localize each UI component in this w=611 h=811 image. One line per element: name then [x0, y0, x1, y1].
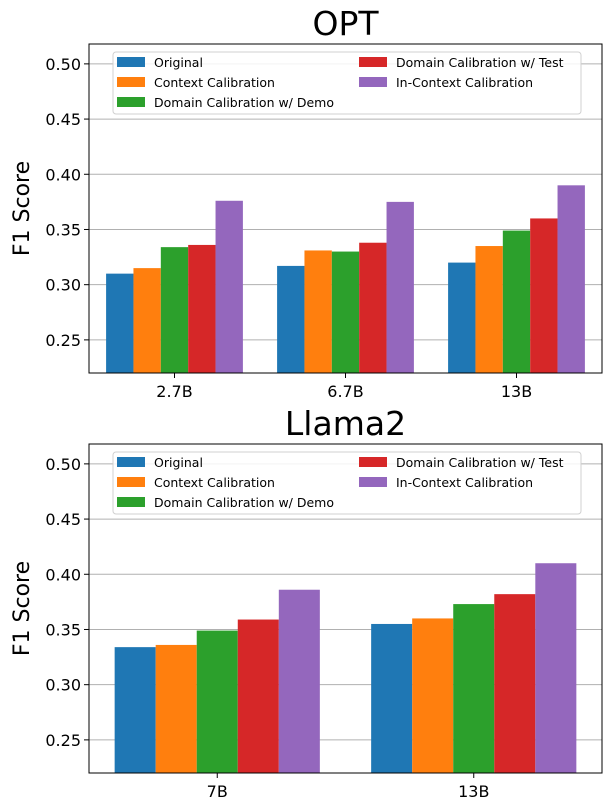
- bar: [530, 218, 558, 373]
- bar: [155, 644, 197, 773]
- legend-item: Domain Calibration w/ Demo: [117, 95, 334, 110]
- legend-label: Domain Calibration w/ Demo: [154, 495, 334, 510]
- legend-label: Domain Calibration w/ Test: [396, 55, 564, 70]
- legend-label: Original: [154, 55, 203, 70]
- plot-frame: [88, 43, 603, 374]
- bar: [386, 201, 414, 373]
- chart-opt: 0.25 0.30 0.35 0.40 0.45 0.50 2.7B 6.7B 13B OPT F1…: [10, 4, 603, 401]
- plot-frame: [88, 443, 603, 774]
- legend-swatch: [117, 77, 145, 87]
- legend-item: Domain Calibration w/ Test: [359, 55, 564, 70]
- x-tick-label: 13B: [458, 782, 489, 801]
- legend-swatch: [117, 97, 145, 107]
- x-tick-label: 7B: [207, 782, 228, 801]
- y-tick-label: 0.40: [45, 565, 81, 584]
- chart-llama2: 0.25 0.30 0.35 0.40 0.45 0.50 7B 13B Llama2 F1 Sc…: [10, 404, 603, 801]
- bar: [535, 563, 577, 773]
- bar: [502, 230, 531, 373]
- y-tick-label: 0.45: [45, 510, 81, 529]
- y-tick-label: 0.25: [45, 331, 81, 350]
- bar: [475, 246, 503, 373]
- y-tick-label: 0.50: [45, 455, 81, 474]
- legend-item: In-Context Calibration: [359, 75, 533, 90]
- bar: [557, 185, 585, 373]
- legend-item: Domain Calibration w/ Test: [359, 455, 564, 470]
- legend-label: In-Context Calibration: [396, 475, 533, 490]
- legend-swatch: [117, 457, 145, 467]
- x-tick-label: 13B: [501, 382, 532, 401]
- legend-box: [112, 51, 582, 115]
- bar: [160, 247, 189, 373]
- legend-box: [112, 451, 582, 515]
- bar: [494, 594, 536, 773]
- bar: [133, 268, 161, 373]
- legend-item: Context Calibration: [117, 75, 275, 90]
- bar: [412, 618, 454, 773]
- y-tick-label: 0.30: [45, 676, 81, 695]
- legend: Original Context Calibration Domain Calibr…: [112, 51, 582, 115]
- y-axis-label: F1 Score: [10, 561, 35, 656]
- y-tick-label: 0.45: [45, 110, 81, 129]
- legend-item: Original: [117, 55, 203, 70]
- bar: [277, 265, 305, 373]
- legend-item: In-Context Calibration: [359, 475, 533, 490]
- legend: Original Context Calibration Domain Calibr…: [112, 451, 582, 515]
- chart-title: OPT: [312, 4, 379, 43]
- bar: [188, 244, 216, 373]
- legend-label: Context Calibration: [154, 75, 275, 90]
- bar: [278, 589, 320, 773]
- bar: [114, 647, 156, 773]
- bar: [359, 242, 387, 373]
- legend-swatch: [359, 477, 387, 487]
- legend-swatch: [117, 497, 145, 507]
- legend-label: Context Calibration: [154, 475, 275, 490]
- legend-label: In-Context Calibration: [396, 75, 533, 90]
- bar: [453, 604, 495, 773]
- legend-swatch: [117, 477, 145, 487]
- legend-swatch: [117, 57, 145, 67]
- legend-label: Domain Calibration w/ Test: [396, 455, 564, 470]
- bar: [106, 273, 134, 373]
- bar: [448, 262, 476, 373]
- y-tick-label: 0.35: [45, 220, 81, 239]
- bar: [215, 200, 243, 373]
- bar: [331, 251, 360, 373]
- legend-swatch: [359, 57, 387, 67]
- bar: [196, 630, 238, 773]
- legend-label: Original: [154, 455, 203, 470]
- bar: [237, 619, 279, 773]
- legend-item: Context Calibration: [117, 475, 275, 490]
- legend-item: Original: [117, 455, 203, 470]
- x-tick-label: 6.7B: [327, 382, 363, 401]
- legend-item: Domain Calibration w/ Demo: [117, 495, 334, 510]
- bar: [371, 623, 413, 773]
- y-tick-label: 0.30: [45, 276, 81, 295]
- y-tick-label: 0.40: [45, 165, 81, 184]
- legend-swatch: [359, 457, 387, 467]
- y-tick-label: 0.50: [45, 55, 81, 74]
- y-tick-label: 0.25: [45, 731, 81, 750]
- legend-label: Domain Calibration w/ Demo: [154, 95, 334, 110]
- bar: [304, 250, 332, 373]
- chart-title: Llama2: [285, 404, 406, 443]
- y-axis-label: F1 Score: [10, 161, 35, 256]
- y-tick-label: 0.35: [45, 620, 81, 639]
- x-tick-label: 2.7B: [156, 382, 192, 401]
- legend-swatch: [359, 77, 387, 87]
